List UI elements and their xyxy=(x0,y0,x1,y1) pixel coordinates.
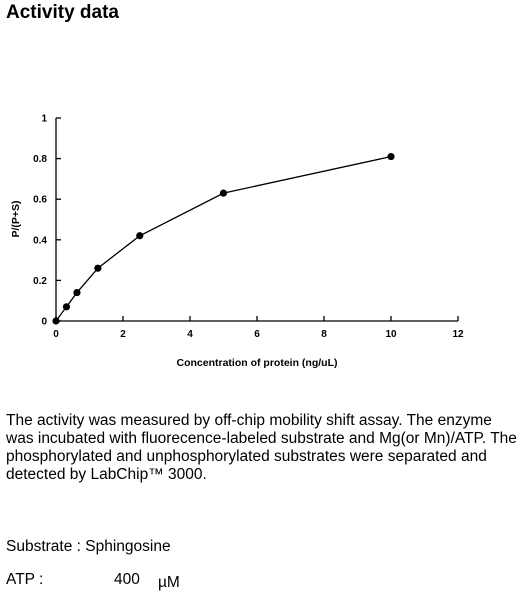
data-point xyxy=(62,303,71,311)
x-tick-label: 2 xyxy=(120,329,126,340)
y-tick-label: 0.6 xyxy=(33,195,47,206)
chart-series xyxy=(52,152,395,325)
substrate-label: Substrate : Sphingosine xyxy=(6,538,171,555)
atp-value: 400 xyxy=(114,571,140,588)
data-point xyxy=(387,152,395,161)
chart-axes xyxy=(55,118,458,322)
y-tick-label: 0.4 xyxy=(33,235,47,246)
atp-line: ATP : 400 µM xyxy=(6,571,180,591)
x-tick-label: 6 xyxy=(254,329,260,340)
data-point xyxy=(73,288,81,297)
data-point xyxy=(94,264,102,272)
atp-label: ATP : xyxy=(6,571,44,588)
data-point xyxy=(52,317,60,325)
x-tick-label: 8 xyxy=(321,329,327,340)
y-tick-label: 0 xyxy=(41,317,47,328)
chart-ticks: 0 2 4 6 8 10 12 0 0.2 0.4 0.6 0.8 1 xyxy=(33,114,464,341)
series-line xyxy=(55,155,392,322)
assay-description: The activity was measured by off-chip mo… xyxy=(6,412,517,483)
data-point xyxy=(136,232,144,240)
x-tick-label: 12 xyxy=(452,329,464,340)
y-tick-label: 0.8 xyxy=(33,154,47,165)
substrate-line: Substrate : Sphingosine xyxy=(6,538,171,556)
x-tick-label: 4 xyxy=(187,329,193,340)
page-title: Activity data xyxy=(6,2,119,23)
x-tick-label: 10 xyxy=(385,329,397,340)
atp-unit: µM xyxy=(158,574,180,591)
y-axis-label: P/(P+S) xyxy=(10,200,22,237)
y-tick-label: 0.2 xyxy=(33,276,47,287)
data-point xyxy=(219,189,228,197)
activity-chart: 0 2 4 6 8 10 12 0 0.2 0.4 0.6 0.8 1 Concentration of… xyxy=(10,114,464,370)
x-axis-label: Concentration of protein (ng/uL) xyxy=(177,357,338,369)
y-tick-label: 1 xyxy=(41,114,47,125)
x-tick-label: 0 xyxy=(53,329,59,340)
